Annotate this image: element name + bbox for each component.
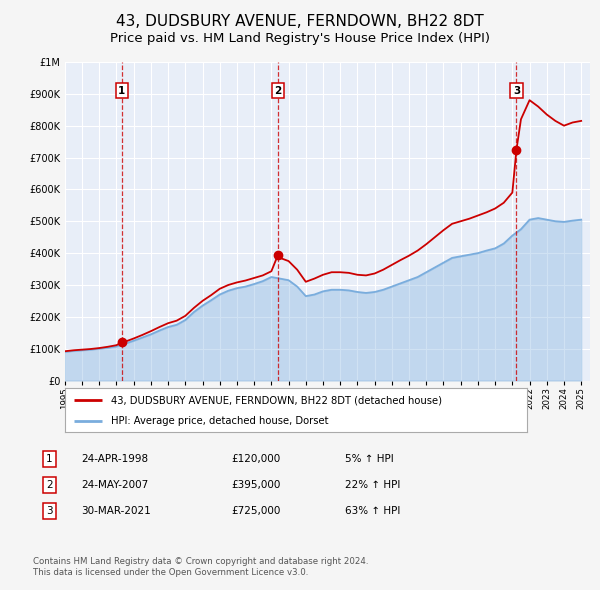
Text: 22% ↑ HPI: 22% ↑ HPI [345, 480, 400, 490]
Text: HPI: Average price, detached house, Dorset: HPI: Average price, detached house, Dors… [111, 416, 329, 426]
Text: 63% ↑ HPI: 63% ↑ HPI [345, 506, 400, 516]
Text: 30-MAR-2021: 30-MAR-2021 [81, 506, 151, 516]
Text: 2: 2 [46, 480, 53, 490]
Text: This data is licensed under the Open Government Licence v3.0.: This data is licensed under the Open Gov… [33, 568, 308, 577]
Text: Price paid vs. HM Land Registry's House Price Index (HPI): Price paid vs. HM Land Registry's House … [110, 32, 490, 45]
Text: 43, DUDSBURY AVENUE, FERNDOWN, BH22 8DT: 43, DUDSBURY AVENUE, FERNDOWN, BH22 8DT [116, 14, 484, 28]
Text: 1: 1 [46, 454, 53, 464]
Text: 24-MAY-2007: 24-MAY-2007 [81, 480, 148, 490]
Text: £725,000: £725,000 [231, 506, 280, 516]
Text: 3: 3 [513, 86, 520, 96]
Text: 43, DUDSBURY AVENUE, FERNDOWN, BH22 8DT (detached house): 43, DUDSBURY AVENUE, FERNDOWN, BH22 8DT … [111, 395, 442, 405]
Text: Contains HM Land Registry data © Crown copyright and database right 2024.: Contains HM Land Registry data © Crown c… [33, 558, 368, 566]
Text: 2: 2 [274, 86, 281, 96]
Text: 1: 1 [118, 86, 125, 96]
Text: £120,000: £120,000 [231, 454, 280, 464]
Text: 5% ↑ HPI: 5% ↑ HPI [345, 454, 394, 464]
Text: 24-APR-1998: 24-APR-1998 [81, 454, 148, 464]
Text: 3: 3 [46, 506, 53, 516]
Text: £395,000: £395,000 [231, 480, 280, 490]
